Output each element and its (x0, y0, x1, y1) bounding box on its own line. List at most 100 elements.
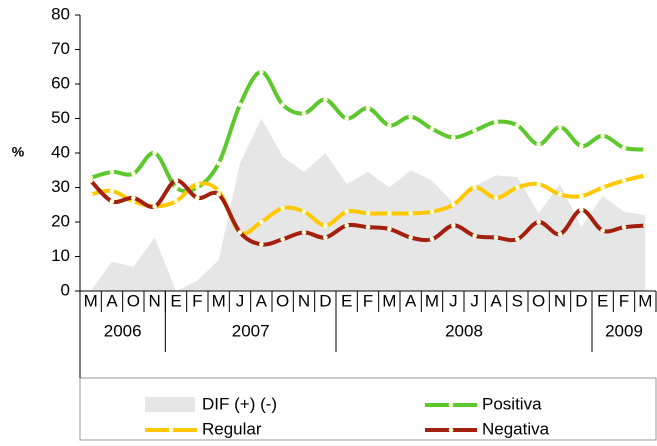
x-tick-label: F (192, 291, 202, 310)
x-tick-label: J (236, 291, 245, 310)
point (131, 195, 136, 201)
point (323, 235, 328, 240)
point (387, 123, 392, 128)
legend-marker (168, 427, 174, 433)
x-tick-label: M (425, 291, 439, 310)
point (408, 114, 413, 120)
point (557, 231, 563, 237)
point (173, 185, 179, 190)
point (131, 171, 136, 176)
x-tick-label: D (319, 291, 331, 310)
x-tick-label: M (212, 291, 226, 310)
point (557, 192, 563, 197)
y-tick-label: 30 (51, 177, 70, 196)
point (88, 192, 93, 197)
point (643, 173, 648, 178)
x-tick-label: N (298, 291, 310, 310)
point (536, 181, 541, 187)
point (536, 219, 541, 225)
point (88, 178, 93, 183)
point (429, 209, 435, 214)
y-tick-label: 70 (51, 39, 70, 58)
point (451, 202, 456, 208)
legend-swatch (145, 397, 195, 412)
point (600, 185, 605, 190)
y-tick-label: 80 (51, 4, 70, 23)
x-tick-label: A (106, 291, 118, 310)
legend-marker (448, 402, 454, 408)
point (323, 97, 328, 102)
x-tick-label: D (575, 291, 587, 310)
point (152, 150, 157, 156)
point (301, 111, 307, 116)
x-tick-label: F (363, 291, 373, 310)
point (216, 161, 221, 166)
x-tick-label: N (149, 291, 161, 310)
x-tick-label: S (512, 291, 523, 310)
legend-label: Negativa (482, 419, 550, 438)
area (90, 118, 646, 291)
point (387, 226, 392, 232)
point (600, 228, 605, 233)
point (515, 185, 520, 190)
legend-label: Regular (202, 419, 262, 438)
point (109, 199, 115, 204)
y-tick-label: 40 (51, 142, 70, 161)
y-tick-label: 20 (51, 211, 70, 230)
x-tick-label: N (554, 291, 566, 310)
point (429, 236, 435, 242)
point (621, 145, 627, 151)
point (301, 230, 307, 235)
point (643, 147, 648, 152)
point (152, 204, 157, 209)
point (173, 199, 179, 204)
point (515, 236, 520, 242)
x-tick-label: A (256, 291, 268, 310)
point (344, 209, 349, 214)
point (173, 178, 179, 183)
x-tick-label: A (490, 291, 502, 310)
x-tick-label: F (619, 291, 629, 310)
point (408, 235, 413, 240)
y-tick-label: 0 (61, 280, 70, 299)
point (472, 128, 477, 133)
x-tick-label: A (405, 291, 417, 310)
x-tick-label: O (532, 291, 545, 310)
point (301, 209, 307, 214)
point (408, 211, 413, 216)
year-label: 2009 (605, 321, 643, 340)
point (387, 211, 392, 216)
point (237, 102, 243, 107)
legend-label: Positiva (482, 394, 542, 413)
point (579, 193, 584, 199)
point (451, 135, 456, 140)
point (621, 178, 627, 183)
point (536, 142, 541, 147)
point (109, 188, 115, 194)
point (344, 223, 349, 228)
point (259, 69, 264, 75)
x-tick-label: M (84, 291, 98, 310)
point (195, 195, 200, 201)
point (344, 116, 349, 121)
point (216, 192, 221, 197)
x-tick-label: J (449, 291, 458, 310)
x-tick-label: E (597, 291, 608, 310)
point (515, 123, 520, 128)
year-label: 2006 (104, 321, 142, 340)
point (280, 236, 285, 242)
point (643, 223, 648, 228)
point (621, 224, 627, 230)
point (365, 211, 371, 216)
point (195, 181, 200, 187)
year-label: 2008 (445, 321, 483, 340)
x-tick-label: M (382, 291, 396, 310)
year-label: 2007 (232, 321, 270, 340)
y-axis-label: % (12, 144, 25, 160)
point (493, 119, 499, 125)
point (259, 242, 264, 247)
x-tick-label: E (170, 291, 181, 310)
point (472, 185, 477, 190)
legend-label: DIF (+) (-) (202, 394, 277, 413)
